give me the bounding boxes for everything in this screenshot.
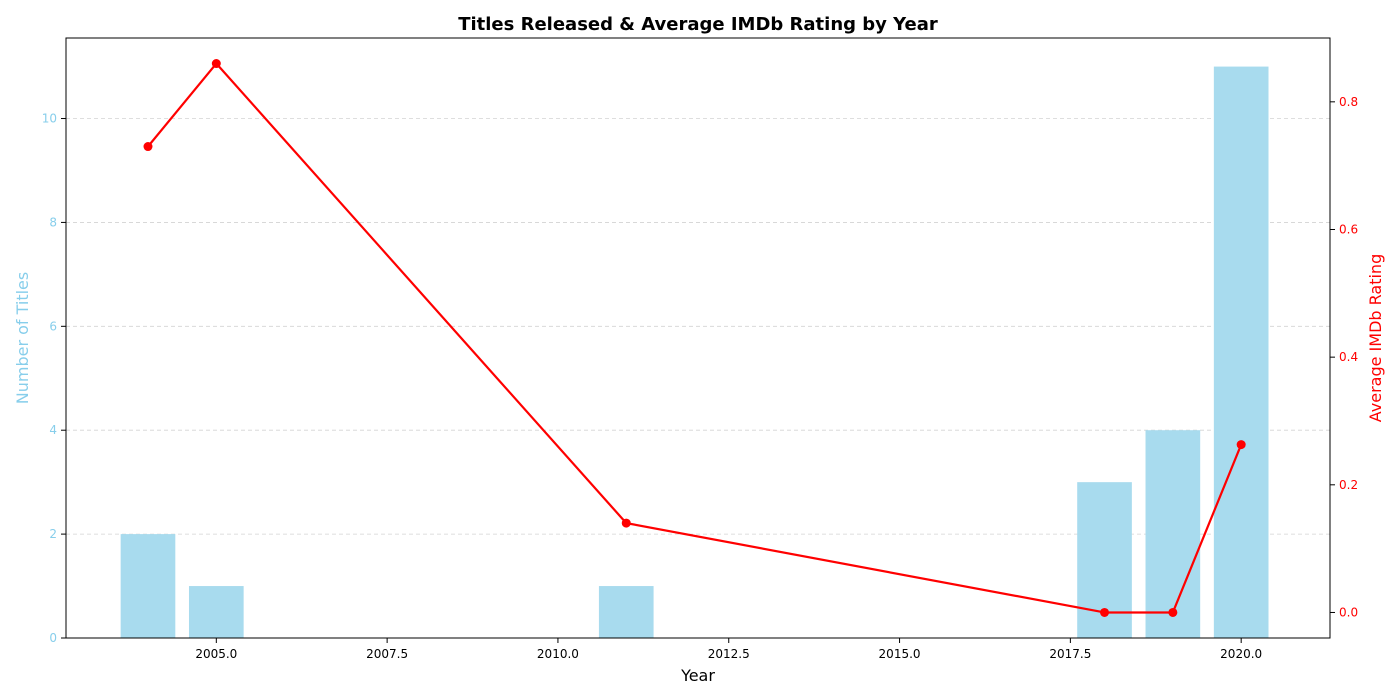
- rating-line: [147, 62, 1243, 614]
- y-tick-label-right: 0.6: [1339, 222, 1358, 236]
- x-tick-label: 2007.5: [366, 647, 408, 661]
- plot-frame: [65, 37, 1331, 639]
- y-tick-label-left: 8: [49, 215, 57, 229]
- rating-point: [1168, 607, 1178, 617]
- bar: [1145, 430, 1201, 638]
- rating-point: [621, 518, 631, 528]
- bar-layer: [120, 66, 1269, 639]
- y-tick-label-left: 4: [49, 423, 57, 437]
- x-tick-label: 2017.5: [1049, 647, 1091, 661]
- x-tick-label: 2005.0: [195, 647, 237, 661]
- y-tick-label-right: 0.0: [1339, 605, 1358, 619]
- rating-point: [143, 142, 153, 152]
- x-tick-label: 2020.0: [1220, 647, 1262, 661]
- y-tick-label-right: 0.4: [1339, 350, 1358, 364]
- grid-layer: [66, 118, 1330, 535]
- y-tick-label-left: 2: [49, 527, 57, 541]
- bar: [188, 586, 244, 638]
- x-tick-label: 2010.0: [537, 647, 579, 661]
- rating-point: [211, 59, 221, 69]
- x-tick-label: 2012.5: [708, 647, 750, 661]
- line-layer: [143, 59, 1246, 617]
- y-axis-label-left: Number of Titles: [13, 272, 32, 405]
- y-axis-label-right: Average IMDb Rating: [1366, 254, 1385, 422]
- bar: [1213, 66, 1269, 639]
- rating-point: [1236, 440, 1246, 450]
- chart-title: Titles Released & Average IMDb Rating by…: [458, 14, 938, 35]
- rating-point: [1100, 607, 1110, 617]
- y-tick-label-left: 10: [42, 112, 57, 126]
- y-tick-label-right: 0.8: [1339, 95, 1358, 109]
- x-axis-label: Year: [680, 666, 715, 685]
- y-tick-label-left: 6: [49, 319, 57, 333]
- y-tick-label-left: 0: [49, 631, 57, 645]
- y-tick-label-right: 0.2: [1339, 478, 1358, 492]
- bar: [598, 586, 654, 638]
- x-tick-label: 2015.0: [879, 647, 921, 661]
- bar: [120, 534, 176, 638]
- axis-layer: 2005.0 2007.5 2010.0 2012.5 2015.0 2017.5 2020…: [42, 37, 1358, 661]
